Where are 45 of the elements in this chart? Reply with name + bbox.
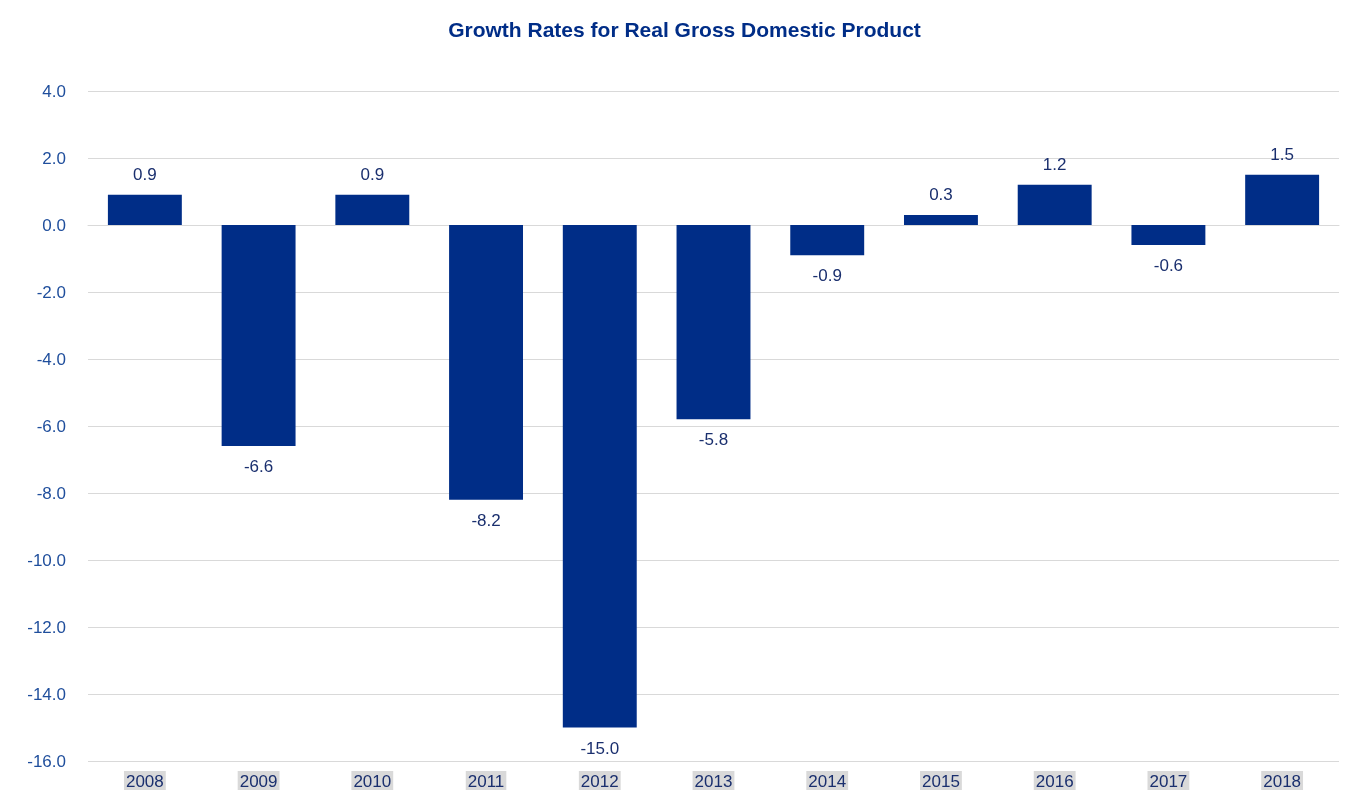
x-tick-label: 2012 [580,772,619,790]
x-tick-label: 2018 [1263,772,1302,790]
bar [221,225,296,447]
data-label: 0.9 [133,164,157,184]
x-tick-label: 2017 [1149,772,1188,790]
bar [449,225,524,500]
chart-title: Growth Rates for Real Gross Domestic Product [448,18,921,41]
x-tick-label: 2008 [125,772,164,790]
x-tick-label: 2016 [1035,772,1074,790]
x-tick-label: 2009 [239,772,278,790]
y-tick-label: -4.0 [36,349,66,369]
bar [107,194,182,225]
bar [562,225,637,728]
data-label: 0.3 [929,184,953,204]
y-tick-label: -6.0 [36,416,66,436]
x-tick-label: 2011 [467,772,505,790]
y-tick-label: -14.0 [27,684,66,704]
data-label: 1.5 [1270,144,1294,164]
y-tick-label: -12.0 [27,617,66,637]
x-tick-label: 2014 [808,772,847,790]
data-label: -0.9 [812,266,842,286]
data-label: 1.2 [1042,154,1067,174]
bar [1017,184,1092,225]
data-label: -6.6 [243,457,274,477]
data-label: -8.2 [471,510,501,530]
bar [1131,225,1206,246]
x-tick-label: 2015 [922,772,960,790]
y-tick-label: -10.0 [27,550,66,570]
data-label: 0.9 [360,164,385,184]
y-tick-label: -2.0 [36,282,66,302]
data-label: -5.8 [698,430,729,450]
bar [903,214,978,225]
y-tick-label: 0.0 [42,215,66,235]
x-tick-label: 2013 [694,772,733,790]
x-tick-label: 2010 [353,772,392,790]
y-tick-label: 2.0 [42,148,66,168]
data-label: -0.6 [1153,256,1184,276]
data-label: -15.0 [580,738,620,758]
bar [790,225,865,256]
y-tick-label: -16.0 [27,751,66,771]
y-tick-label: 4.0 [42,81,66,101]
bar [335,194,410,225]
bar [676,225,751,420]
y-tick-label: -8.0 [36,483,66,503]
bar [1245,174,1320,225]
